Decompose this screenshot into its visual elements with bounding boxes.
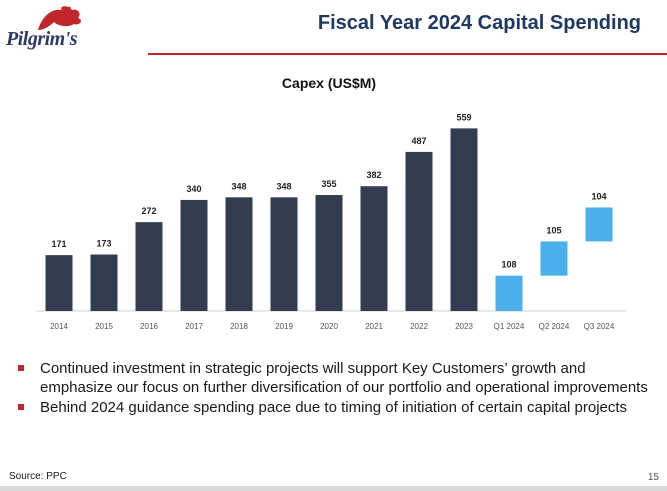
bar-q2-2024 — [540, 241, 568, 276]
data-label: 355 — [321, 179, 336, 189]
bar-2014 — [45, 255, 73, 311]
bullet-list: Continued investment in strategic projec… — [18, 359, 648, 418]
data-label: 272 — [141, 206, 156, 216]
source-note: Source: PPC — [9, 471, 67, 482]
bullet-item: Continued investment in strategic projec… — [18, 359, 648, 397]
x-tick-label: 2021 — [365, 322, 383, 331]
page-number: 15 — [647, 472, 659, 483]
data-label: 559 — [456, 112, 471, 122]
x-tick-label: 2019 — [275, 322, 293, 331]
data-label: 171 — [51, 239, 66, 249]
data-label: 487 — [411, 136, 426, 146]
x-tick-label: 2016 — [140, 322, 158, 331]
bullet-text: Behind 2024 guidance spending pace due t… — [40, 399, 628, 416]
x-tick-label: 2018 — [230, 322, 248, 331]
bar-2022 — [405, 151, 433, 311]
bar-2015 — [90, 254, 118, 311]
x-tick-label: 2014 — [50, 322, 68, 331]
pilgrims-logo: Pilgrim's — [6, 4, 96, 54]
x-tick-label: 2023 — [455, 322, 473, 331]
x-tick-label: Q1 2024 — [494, 322, 525, 331]
title-divider — [148, 53, 667, 55]
data-label: 348 — [276, 181, 291, 191]
bar-2016 — [135, 222, 163, 311]
x-tick-label: 2015 — [95, 322, 113, 331]
bar-2019 — [270, 197, 298, 311]
rooster-icon — [38, 6, 81, 30]
data-label: 340 — [186, 184, 201, 194]
x-tick-label: 2022 — [410, 322, 428, 331]
x-tick-label: Q3 2024 — [584, 322, 615, 331]
data-label: 104 — [591, 191, 606, 201]
bullet-item: Behind 2024 guidance spending pace due t… — [18, 398, 648, 417]
data-label: 382 — [366, 170, 381, 180]
bar-q1-2024 — [495, 275, 523, 311]
bar-q3-2024 — [585, 207, 613, 242]
page-title: Fiscal Year 2024 Capital Spending — [317, 12, 641, 34]
x-tick-label: 2017 — [185, 322, 203, 331]
data-label: 108 — [501, 260, 516, 270]
chart-title: Capex (US$M) — [282, 75, 376, 91]
bullet-text: Continued investment in strategic projec… — [40, 360, 648, 396]
bar-2017 — [180, 199, 208, 311]
x-tick-label: 2020 — [320, 322, 338, 331]
bottom-divider — [0, 486, 667, 491]
x-tick-label: Q2 2024 — [539, 322, 570, 331]
data-label: 348 — [231, 181, 246, 191]
bar-2020 — [315, 195, 343, 311]
bar-2023 — [450, 128, 478, 311]
bullet-marker — [18, 404, 24, 410]
bar-2018 — [225, 197, 253, 311]
bar-2021 — [360, 186, 388, 311]
bullet-marker — [18, 365, 24, 371]
capex-bar-chart: Capex (US$M) 171 2014 173 2015 272 2016 340 201… — [36, 75, 626, 331]
logo-text: Pilgrim's — [6, 28, 78, 50]
data-label: 173 — [96, 238, 111, 248]
data-label: 105 — [546, 225, 561, 235]
